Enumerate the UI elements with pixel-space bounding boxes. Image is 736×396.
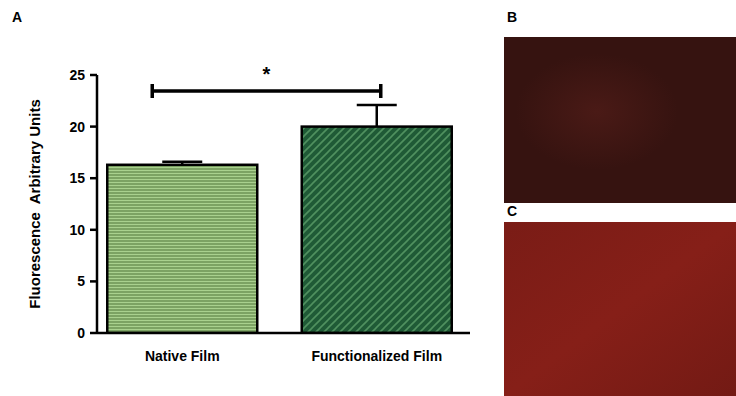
bar xyxy=(302,127,452,333)
y-tick-label: 0 xyxy=(77,325,85,341)
panel-label: A xyxy=(12,9,22,25)
y-tick xyxy=(90,74,97,77)
x-axis xyxy=(97,332,470,335)
panel-label: C xyxy=(507,203,517,219)
y-tick xyxy=(90,280,97,283)
y-tick-label: 25 xyxy=(69,67,85,83)
y-tick xyxy=(90,177,97,180)
bars xyxy=(107,105,452,333)
image-panel xyxy=(504,222,736,396)
significance-label: * xyxy=(263,63,271,85)
y-axis xyxy=(96,75,99,333)
y-tick-label: 5 xyxy=(77,273,85,289)
error-stem xyxy=(376,105,379,127)
error-bar xyxy=(357,105,397,127)
x-tick-label: Native Film xyxy=(145,348,220,364)
y-axis-label: Fluorescence Arbitrary Units xyxy=(26,99,43,309)
significance-bracket xyxy=(152,84,381,98)
y-tick xyxy=(90,229,97,232)
error-bar xyxy=(162,162,202,165)
figure: 0 5 10 15 20 25 Native Film Functionalized Film… xyxy=(0,0,736,396)
y-tick xyxy=(90,125,97,128)
error-cap xyxy=(162,160,202,163)
x-tick-label: Functionalized Film xyxy=(311,348,442,364)
y-tick xyxy=(90,332,97,335)
error-cap xyxy=(357,104,397,107)
y-tick-label: 20 xyxy=(69,119,85,135)
y-tick-label: 10 xyxy=(69,222,85,238)
y-tick-label: 15 xyxy=(69,170,85,186)
panel-label: B xyxy=(507,9,517,25)
image-panel xyxy=(504,37,736,203)
bar xyxy=(107,165,257,333)
